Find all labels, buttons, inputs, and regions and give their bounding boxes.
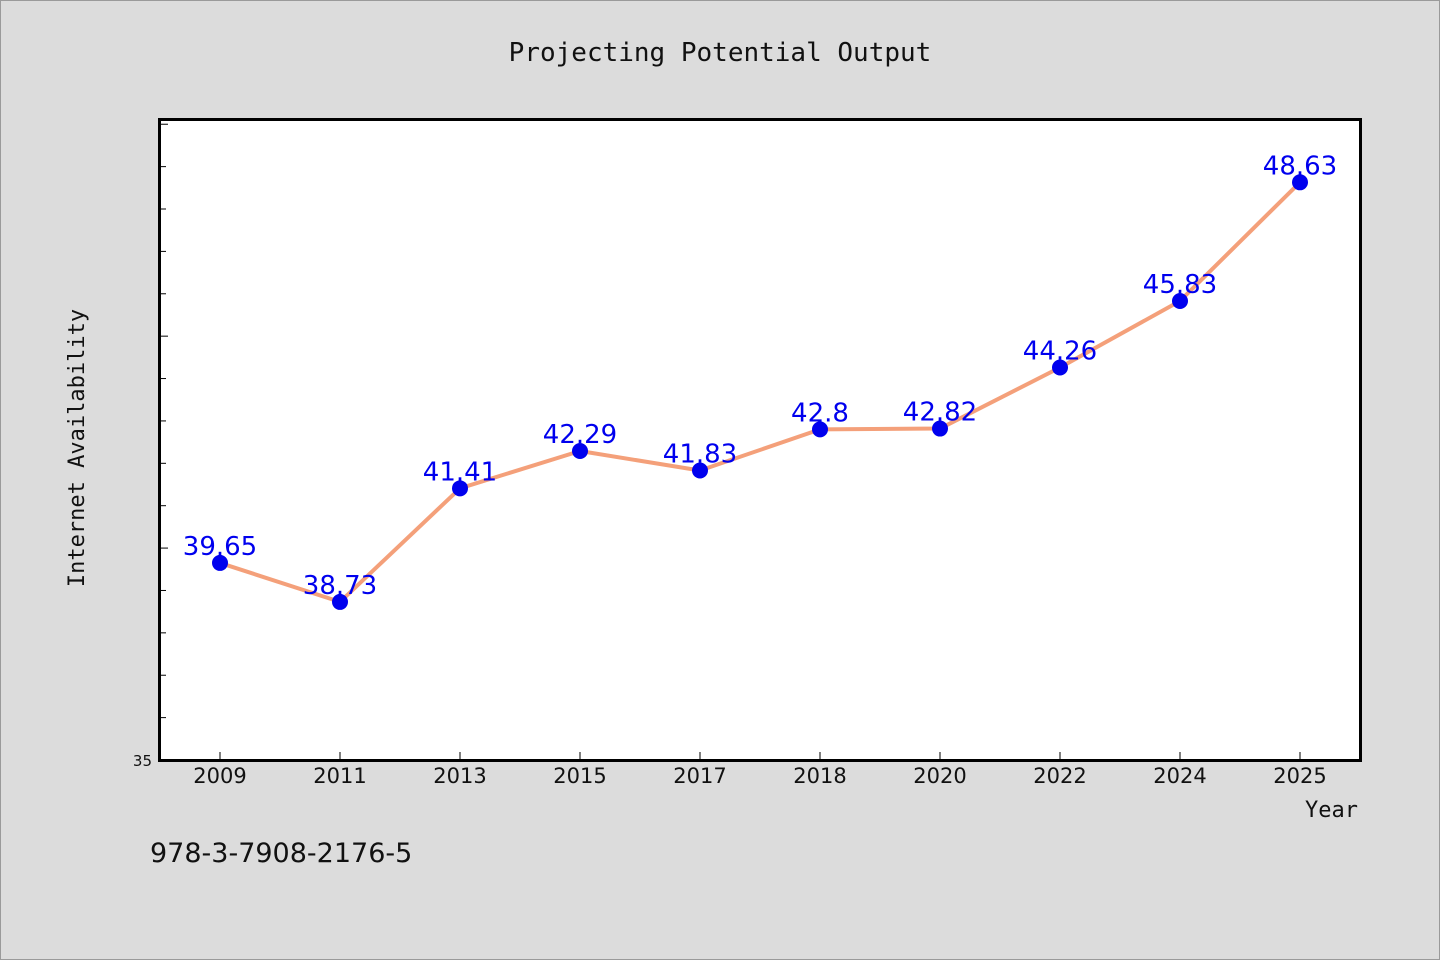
data-label: 38.73 [303, 571, 377, 601]
data-label: 48.63 [1263, 151, 1337, 181]
data-point [452, 480, 468, 497]
chart-title: Projecting Potential Output [509, 38, 932, 68]
x-tick-label: 2024 [1153, 764, 1206, 788]
data-point [332, 593, 348, 610]
data-point [1172, 292, 1188, 309]
data-label: 41.41 [423, 457, 497, 487]
x-tick-label: 2013 [433, 764, 486, 788]
plot-area [158, 118, 1362, 762]
data-label: 42.8 [791, 398, 849, 428]
series-line [219, 180, 1302, 604]
data-label-layer: 39.65 38.73 41.41 42.29 41.83 42.8 42.82 44.26 4… [183, 151, 1337, 601]
series-line-layer [212, 174, 1308, 610]
x-tick-label: 2015 [553, 764, 606, 788]
x-tick-label: 2009 [193, 764, 246, 788]
data-point [1292, 174, 1308, 191]
y-axis-ticks [160, 123, 168, 761]
data-label: 42.82 [903, 398, 977, 428]
x-tick-label: 2011 [313, 764, 366, 788]
data-point [692, 462, 708, 479]
data-point [812, 421, 828, 438]
x-axis-ticks: 2009 2011 2013 2015 2017 2018 2020 2022 2024 2025 [193, 752, 1327, 788]
data-point [932, 420, 948, 437]
x-tick-label: 2017 [673, 764, 726, 788]
data-point [572, 443, 588, 460]
footer-id-text: 978-3-7908-2176-5 [150, 838, 412, 869]
data-label: 41.83 [663, 440, 737, 470]
x-axis-title: Year [1305, 798, 1358, 823]
x-tick-label: 2025 [1273, 764, 1326, 788]
data-label: 44.26 [1023, 337, 1097, 367]
data-point [212, 554, 228, 571]
data-label: 39.65 [183, 532, 257, 562]
y-axis-title: Internet Availability [65, 309, 90, 587]
data-point [1052, 359, 1068, 376]
x-tick-label: 2022 [1033, 764, 1086, 788]
x-tick-label: 2018 [793, 764, 846, 788]
data-label: 42.29 [543, 420, 617, 450]
x-tick-label: 2020 [913, 764, 966, 788]
data-label: 45.83 [1143, 270, 1217, 300]
y-tick-label-min: 35 [133, 752, 152, 770]
